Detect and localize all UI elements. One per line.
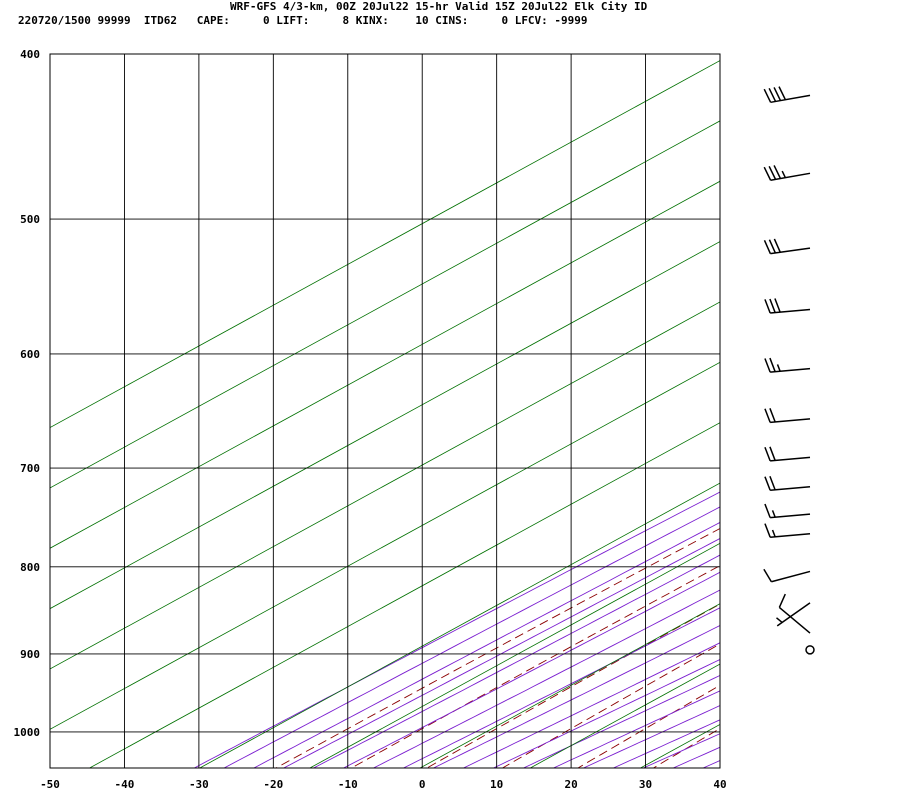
reference-lines bbox=[50, 35, 900, 775]
mixing-ratio-line bbox=[50, 180, 720, 549]
wind-barb bbox=[764, 503, 811, 519]
wind-barb bbox=[763, 238, 811, 255]
mixing-ratio-line bbox=[50, 60, 720, 429]
x-tick-label: 0 bbox=[419, 778, 426, 791]
dry-adiabat bbox=[717, 35, 900, 775]
moist-adiabat bbox=[582, 705, 720, 768]
y-tick-label: 500 bbox=[20, 213, 40, 226]
mixing-ratio-line bbox=[419, 603, 720, 768]
x-tick-label: -50 bbox=[40, 778, 60, 791]
moist-adiabat bbox=[372, 589, 720, 768]
wind-barb bbox=[764, 408, 811, 424]
x-tick-label: 40 bbox=[713, 778, 726, 791]
y-tick-label: 800 bbox=[20, 561, 40, 574]
moist-adiabat bbox=[342, 571, 720, 768]
wind-barb bbox=[805, 645, 815, 655]
dewpoint-trace bbox=[784, 87, 900, 643]
x-tick-labels: -50 -40 -30 -20 -10 0 10 20 30 40 bbox=[40, 778, 727, 791]
wind-barb bbox=[776, 602, 811, 627]
wind-barb bbox=[763, 568, 811, 583]
dry-adiabat bbox=[275, 528, 720, 768]
wind-barb bbox=[764, 475, 811, 492]
wind-barb bbox=[764, 298, 811, 314]
dry-adiabat bbox=[793, 35, 900, 775]
moist-adiabat bbox=[223, 506, 720, 768]
temperature-trace bbox=[854, 87, 900, 643]
y-tick-label: 1000 bbox=[14, 726, 41, 739]
sounding-traces bbox=[784, 87, 900, 643]
y-tick-label: 400 bbox=[20, 48, 40, 61]
wind-barb bbox=[763, 165, 811, 181]
dry-adiabat bbox=[350, 565, 720, 768]
chart-title: WRF-GFS 4/3-km, 00Z 20Jul22 15-hr Valid … bbox=[230, 0, 648, 13]
y-tick-label: 900 bbox=[20, 648, 40, 661]
x-tick-label: 20 bbox=[564, 778, 577, 791]
wind-barb bbox=[778, 593, 811, 634]
mixing-ratio-line bbox=[198, 482, 720, 768]
moist-adiabat bbox=[282, 537, 720, 768]
moist-adiabat bbox=[432, 624, 720, 768]
x-tick-label: -40 bbox=[115, 778, 135, 791]
x-tick-label: -20 bbox=[263, 778, 283, 791]
y-tick-label: 700 bbox=[20, 462, 40, 475]
mixing-ratio-line bbox=[50, 301, 720, 670]
moist-adiabat bbox=[522, 674, 720, 768]
moist-adiabat bbox=[701, 760, 720, 768]
mixing-ratio-line bbox=[738, 35, 900, 775]
moist-adiabat bbox=[642, 733, 720, 768]
dry-adiabat bbox=[577, 684, 720, 768]
mixing-ratio-line bbox=[639, 723, 720, 768]
mixing-ratio-line bbox=[50, 241, 720, 610]
moist-adiabat bbox=[193, 491, 720, 768]
moist-adiabat bbox=[312, 554, 720, 768]
x-tick-label: -30 bbox=[189, 778, 209, 791]
mixing-ratio-line bbox=[529, 663, 720, 768]
plot-frame bbox=[49, 53, 721, 769]
mixing-ratio-line bbox=[309, 542, 720, 768]
mixing-ratio-line bbox=[50, 361, 720, 730]
wind-barbs bbox=[763, 86, 815, 655]
x-tick-label: 10 bbox=[490, 778, 503, 791]
wind-barb bbox=[764, 523, 811, 538]
dry-adiabat bbox=[426, 603, 720, 768]
moist-adiabat bbox=[552, 690, 720, 768]
x-tick-label: 30 bbox=[639, 778, 652, 791]
wind-barb bbox=[764, 446, 811, 462]
moist-adiabat bbox=[672, 746, 720, 768]
moist-adiabat bbox=[252, 521, 720, 768]
dry-adiabat bbox=[652, 727, 720, 768]
x-tick-label: -10 bbox=[338, 778, 358, 791]
wind-barb bbox=[764, 357, 811, 373]
dry-adiabat bbox=[869, 35, 900, 775]
moist-adiabat bbox=[492, 658, 720, 768]
wind-barb bbox=[763, 86, 811, 104]
mixing-ratio-line bbox=[50, 120, 720, 489]
dry-adiabat bbox=[501, 643, 720, 768]
moist-adiabat bbox=[462, 642, 720, 768]
moist-adiabat bbox=[402, 607, 720, 768]
sounding-indices: 220720/1500 99999 ITD62 CAPE: 0 LIFT: 8 … bbox=[18, 14, 588, 27]
grid bbox=[50, 53, 720, 768]
mixing-ratio-line bbox=[88, 422, 720, 768]
y-tick-label: 600 bbox=[20, 348, 40, 361]
y-tick-labels: 400 500 600 700 800 900 1000 bbox=[14, 48, 41, 739]
